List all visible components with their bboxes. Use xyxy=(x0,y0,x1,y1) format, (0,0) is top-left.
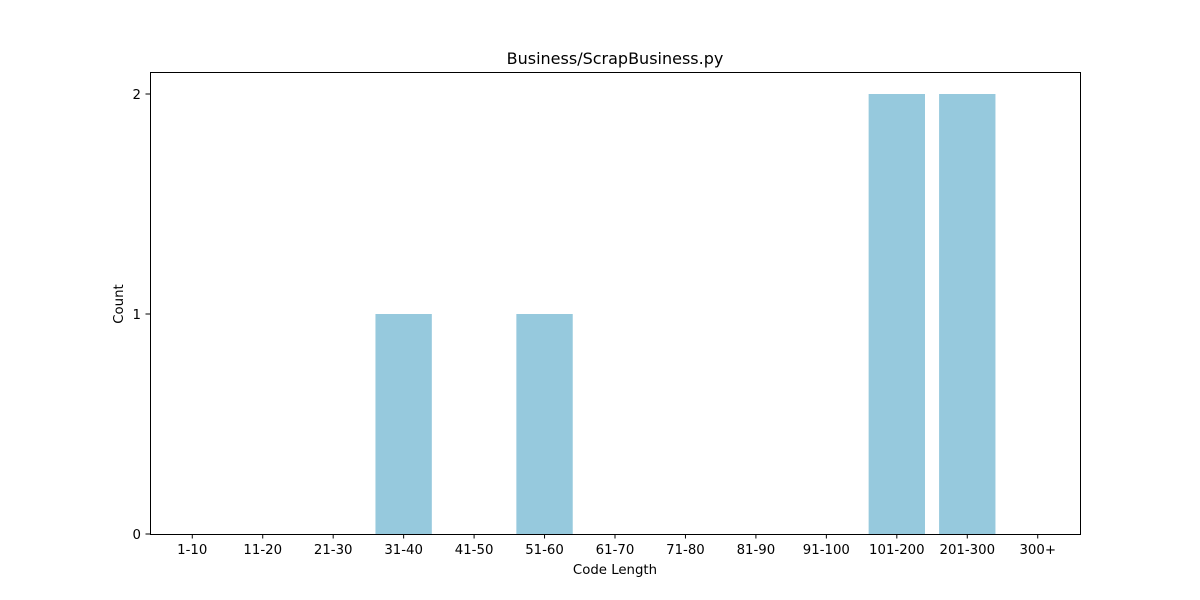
bars-group xyxy=(375,94,996,534)
bar-101-200 xyxy=(868,94,925,534)
bar-201-300 xyxy=(939,94,996,534)
x-tick-label: 51-60 xyxy=(525,543,564,558)
x-tick-label: 41-50 xyxy=(455,543,494,558)
x-tick-label: 61-70 xyxy=(596,543,635,558)
x-tick-label: 81-90 xyxy=(737,543,776,558)
x-tick-label: 31-40 xyxy=(384,543,423,558)
x-tick-label: 11-20 xyxy=(243,543,282,558)
plot-area-frame xyxy=(150,72,1081,535)
chart-title: Business/ScrapBusiness.py xyxy=(507,49,724,68)
x-tick-label: 1-10 xyxy=(177,543,207,558)
y-tick-label: 2 xyxy=(133,88,141,103)
x-tick-label: 71-80 xyxy=(666,543,705,558)
x-tick-label: 91-100 xyxy=(803,543,850,558)
y-axis-ticks: 0 1 2 xyxy=(133,88,150,543)
x-tick-label: 201-300 xyxy=(939,543,995,558)
x-axis-ticks: 1-10 11-20 21-30 31-40 41-50 51-60 61-70 71-80 8… xyxy=(177,534,1056,558)
y-tick-label: 1 xyxy=(133,308,141,323)
bar-51-60 xyxy=(516,314,573,534)
x-tick-label: 300+ xyxy=(1019,543,1056,558)
x-tick-label: 21-30 xyxy=(314,543,353,558)
bar-31-40 xyxy=(375,314,432,534)
x-tick-label: 101-200 xyxy=(869,543,925,558)
y-tick-label: 0 xyxy=(133,528,141,543)
y-axis-label: Count xyxy=(112,284,127,324)
x-axis-label: Code Length xyxy=(573,563,657,578)
